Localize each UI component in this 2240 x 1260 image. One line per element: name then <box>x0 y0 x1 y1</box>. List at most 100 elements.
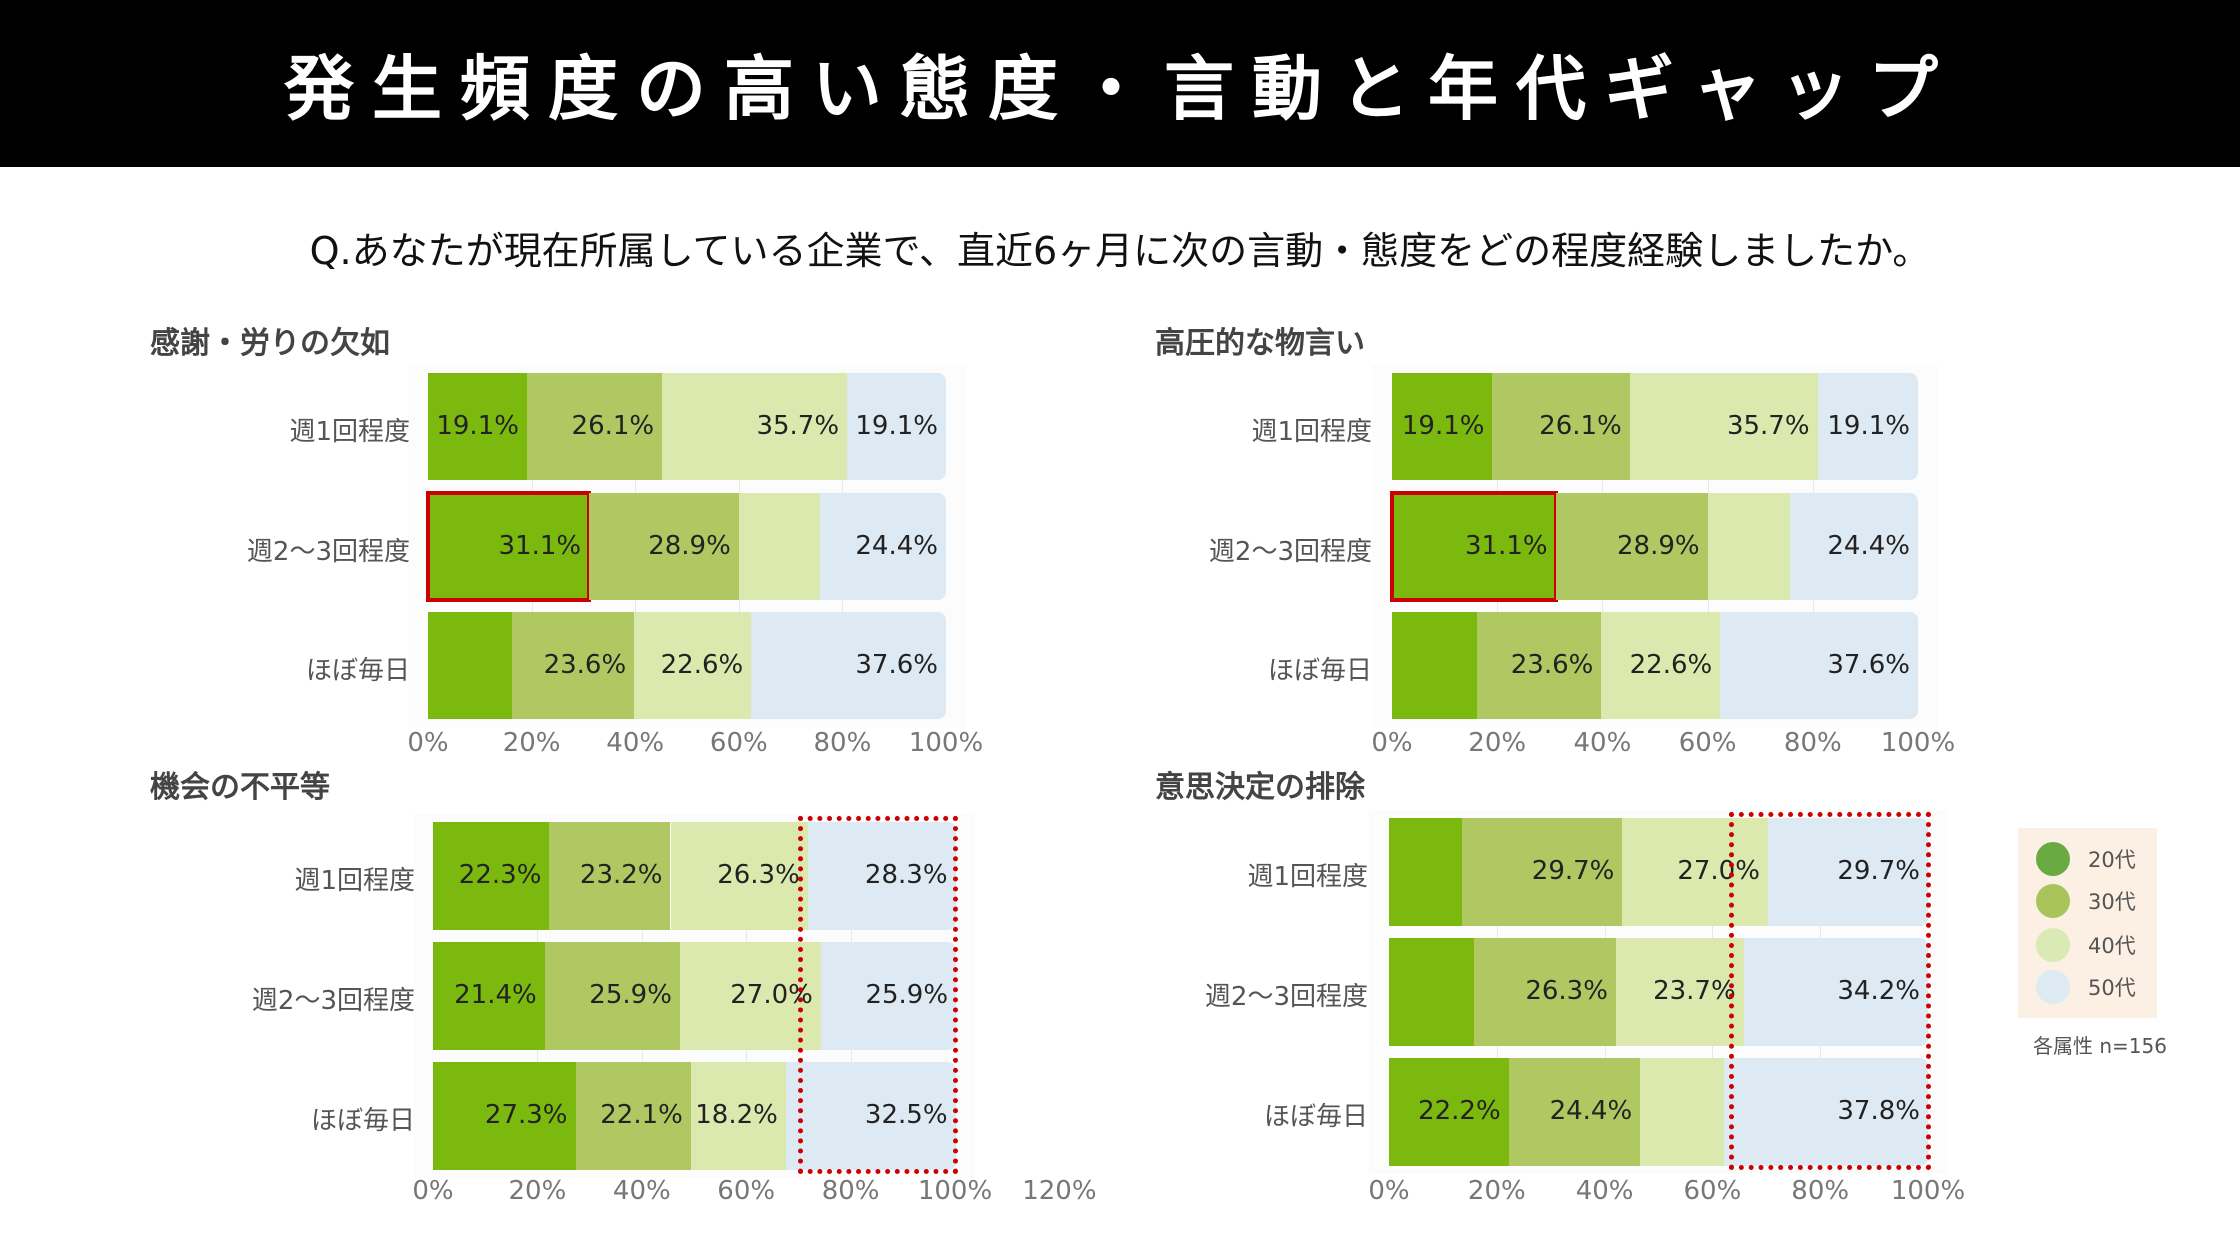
x-tick-label: 40% <box>1573 728 1632 758</box>
bar-value-label: 27.0% <box>1677 856 1760 886</box>
x-tick-label: 80% <box>1783 728 1842 758</box>
title-bar: 発生頻度の高い態度・言動と年代ギャップ <box>0 0 2240 167</box>
category-label: ほぼ毎日 <box>310 1106 415 1136</box>
x-tick-label: 40% <box>612 1176 671 1206</box>
bar-segment-50代 <box>1767 818 1928 926</box>
bar-value-label: 37.6% <box>1827 649 1910 680</box>
bar-value-label: 22.6% <box>1629 649 1713 680</box>
x-tick-label: 0% <box>1368 1176 1410 1206</box>
bar-segment-30代 <box>589 493 739 600</box>
bar-segment-40代 <box>670 822 808 930</box>
x-tick-label: 20% <box>508 1176 567 1206</box>
legend-label: 20代 <box>2088 848 2136 872</box>
bar-segment-20代 <box>428 373 527 480</box>
bar-segment-30代 <box>1462 818 1623 926</box>
x-tick-label: 40% <box>606 728 665 758</box>
bar-segment-30代 <box>1492 373 1630 480</box>
bar-value-label: 23.7% <box>1653 976 1736 1006</box>
bar-value-label: 28.3% <box>864 860 948 890</box>
bar-segment-20代 <box>433 1062 576 1170</box>
bar-value-label: 37.8% <box>1837 1096 1920 1126</box>
bar-value-label: 19.1% <box>436 410 519 441</box>
bar-segment-20代 <box>433 822 550 930</box>
legend-item-40s: 40代 <box>2036 928 2136 962</box>
bar-value-label: 32.5% <box>864 1100 948 1130</box>
category-label: 週2〜3回程度 <box>1204 982 1368 1012</box>
bar-segment-40代 <box>690 1062 786 1170</box>
bar-segment-50代 <box>1789 493 1918 600</box>
bar-segment-50代 <box>1817 373 1918 480</box>
legend-item-50s: 50代 <box>2036 970 2136 1004</box>
survey-question: Q.あなたが現在所属している企業で、直近6ヶ月に次の言動・態度をどの程度経験しま… <box>309 229 1931 273</box>
bar-value-label: 31.1% <box>1464 530 1548 561</box>
category-label: 週1回程度 <box>289 416 410 447</box>
bar-value-label: 27.3% <box>484 1100 568 1130</box>
bar-value-label: 31.1% <box>498 530 582 561</box>
bar-segment-30代 <box>575 1062 691 1170</box>
chart-title: 機会の不平等 <box>150 770 330 805</box>
bar-value-label: 22.6% <box>660 649 744 680</box>
bar-segment-40代 <box>634 612 752 719</box>
bar-segment-50代 <box>847 373 946 480</box>
bar-segment-50代 <box>1724 1058 1928 1166</box>
highlight-dotted-box <box>798 816 958 1174</box>
bar-value-label: 25.9% <box>865 980 949 1010</box>
bar-segment-20代 <box>433 942 545 1050</box>
legend-label: 40代 <box>2088 934 2136 958</box>
x-tick-label: 0% <box>1371 728 1413 758</box>
bar-segment-50代 <box>785 1062 956 1170</box>
bar-segment-50代 <box>1720 612 1918 719</box>
bar-value-label: 24.4% <box>1549 1096 1633 1126</box>
bar-segment-30代 <box>1474 938 1616 1046</box>
bar-segment-20代 <box>1389 1058 1509 1166</box>
x-tick-label: 60% <box>709 728 768 758</box>
category-label: ほぼ毎日 <box>1263 1102 1368 1132</box>
bar-segment-40代 <box>662 373 848 480</box>
bar-segment-20代 <box>1389 938 1475 1046</box>
bar-value-label: 22.1% <box>600 1100 683 1130</box>
bar-segment-20代 <box>1389 818 1463 926</box>
legend-swatch-20s <box>2036 842 2070 876</box>
category-label: 週1回程度 <box>1247 862 1368 892</box>
bar-segment-20代 <box>428 612 512 719</box>
highlight-box <box>426 491 592 602</box>
legend-item-20s: 20代 <box>2036 842 2136 876</box>
category-label: 週2〜3回程度 <box>246 536 410 567</box>
x-tick-label: 20% <box>1467 1176 1526 1206</box>
x-tick-label: 60% <box>1678 728 1737 758</box>
x-tick-label: 60% <box>1683 1176 1742 1206</box>
bar-segment-30代 <box>1508 1058 1641 1166</box>
bar-segment-40代 <box>1622 818 1768 926</box>
category-label: 週1回程度 <box>294 866 415 896</box>
bar-segment-30代 <box>526 373 663 480</box>
bar-segment-40代 <box>679 942 821 1050</box>
legend-label: 30代 <box>2088 890 2136 914</box>
x-tick-label: 20% <box>502 728 561 758</box>
bar-value-label: 37.6% <box>855 649 938 680</box>
bar-value-label: 22.2% <box>1418 1096 1501 1126</box>
legend-label: 50代 <box>2088 976 2136 1000</box>
legend: 20代 30代 40代 50代 <box>2018 828 2157 1018</box>
category-label: ほぼ毎日 <box>1267 655 1372 686</box>
bar-value-label: 29.7% <box>1531 856 1615 886</box>
bar-value-label: 29.7% <box>1837 856 1920 886</box>
sample-size-note: 各属性 n=156 <box>2033 1034 2167 1058</box>
bar-value-label: 28.9% <box>648 530 731 561</box>
bar-value-label: 18.2% <box>695 1100 778 1130</box>
legend-item-30s: 30代 <box>2036 884 2136 918</box>
bar-segment-30代 <box>1477 612 1602 719</box>
chart-title: 感謝・労りの欠如 <box>150 326 390 361</box>
bar-segment-30代 <box>549 822 671 930</box>
x-tick-label: 120% <box>1022 1176 1097 1206</box>
category-label: 週1回程度 <box>1251 416 1372 447</box>
bar-segment-30代 <box>544 942 680 1050</box>
bar-segment-40代 <box>1615 938 1744 1046</box>
bar-segment-20代 <box>1392 493 1556 600</box>
bar-value-label: 28.9% <box>1617 530 1700 561</box>
bar-value-label: 26.3% <box>717 860 800 890</box>
legend-swatch-50s <box>2036 970 2070 1004</box>
bar-segment-20代 <box>1392 612 1478 719</box>
x-tick-label: 100% <box>1890 1176 1966 1206</box>
bar-segment-40代 <box>1707 493 1790 600</box>
bar-segment-50代 <box>807 822 956 930</box>
